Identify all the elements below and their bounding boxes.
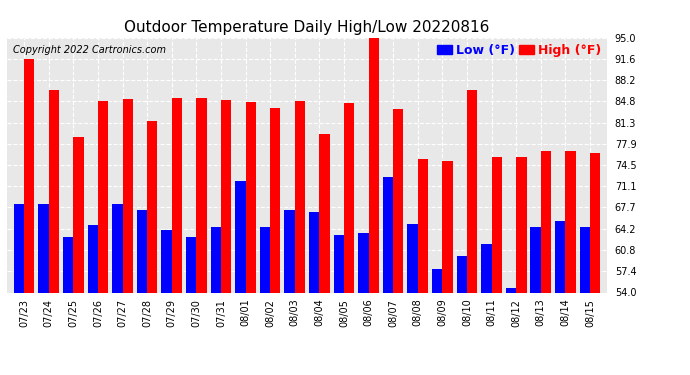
Bar — [63, 237, 73, 292]
Bar — [73, 137, 83, 292]
Bar — [246, 102, 256, 292]
Bar — [516, 157, 526, 292]
Bar — [161, 230, 172, 292]
Bar — [491, 157, 502, 292]
Bar — [555, 221, 565, 292]
Bar — [590, 153, 600, 292]
Bar — [172, 99, 182, 292]
Bar — [49, 90, 59, 292]
Bar — [457, 256, 467, 292]
Bar — [442, 160, 453, 292]
Bar — [481, 244, 491, 292]
Bar — [309, 211, 319, 292]
Bar — [432, 269, 442, 292]
Bar — [147, 122, 157, 292]
Bar — [467, 90, 477, 292]
Bar — [319, 134, 330, 292]
Bar — [270, 108, 280, 292]
Bar — [210, 226, 221, 292]
Bar — [541, 151, 551, 292]
Bar — [39, 204, 49, 292]
Bar — [407, 224, 417, 292]
Bar — [506, 288, 516, 292]
Bar — [368, 38, 379, 292]
Bar — [14, 204, 24, 292]
Bar — [137, 210, 147, 292]
Bar — [88, 225, 98, 292]
Bar — [531, 227, 541, 292]
Text: Copyright 2022 Cartronics.com: Copyright 2022 Cartronics.com — [13, 45, 166, 55]
Bar — [197, 99, 207, 292]
Legend: Low (°F), High (°F): Low (°F), High (°F) — [437, 44, 601, 57]
Bar — [358, 233, 368, 292]
Bar — [344, 103, 354, 292]
Bar — [393, 109, 404, 292]
Bar — [123, 99, 133, 292]
Bar — [112, 204, 123, 292]
Bar — [98, 101, 108, 292]
Bar — [24, 58, 34, 292]
Bar — [221, 100, 231, 292]
Bar — [334, 235, 344, 292]
Bar — [383, 177, 393, 292]
Bar — [235, 180, 246, 292]
Bar — [284, 210, 295, 292]
Bar — [417, 159, 428, 292]
Bar — [260, 226, 270, 292]
Title: Outdoor Temperature Daily High/Low 20220816: Outdoor Temperature Daily High/Low 20220… — [124, 20, 490, 35]
Bar — [295, 101, 305, 292]
Bar — [580, 227, 590, 292]
Bar — [186, 237, 197, 292]
Bar — [565, 151, 575, 292]
